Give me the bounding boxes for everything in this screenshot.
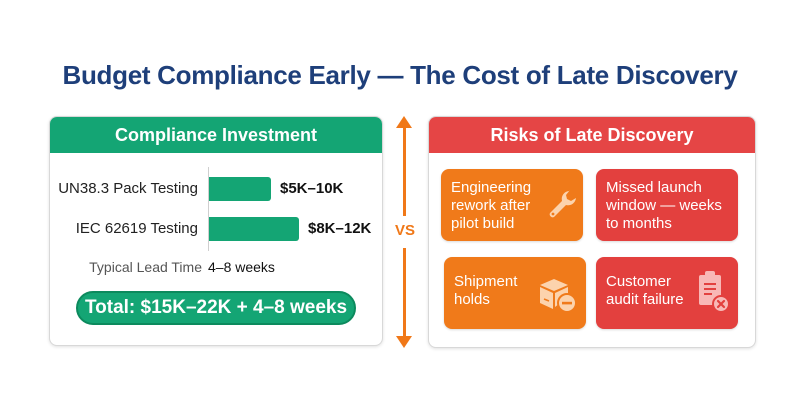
cost-value: $8K–12K: [308, 220, 372, 237]
vs-divider: VS: [392, 116, 416, 348]
risk-card-text: Customer audit failure: [606, 273, 684, 308]
total-badge: Total: $15K–22K + 4–8 weeks: [76, 291, 356, 325]
arrow-down-icon: [396, 336, 412, 348]
risk-card-missed-launch: Missed launch window — weeks to months: [596, 169, 738, 241]
cost-row-un383: UN38.3 Pack Testing $5K–10K: [50, 177, 382, 203]
cost-bar: [209, 217, 299, 241]
risk-card-shipment-holds: Shipment holds: [444, 257, 586, 329]
cost-bar: [209, 177, 271, 201]
cost-value: $5K–10K: [280, 180, 344, 197]
cost-row-iec62619: IEC 62619 Testing $8K–12K: [50, 217, 382, 243]
arrow-up-icon: [396, 116, 412, 128]
risk-card-engineering-rework: Engineering rework after pilot build: [441, 169, 583, 241]
divider-line-bottom: [403, 248, 406, 338]
page-title: Budget Compliance Early — The Cost of La…: [62, 60, 738, 90]
wrench-icon: [549, 190, 576, 218]
risks-header: Risks of Late Discovery: [429, 117, 755, 153]
compliance-investment-panel: Compliance Investment UN38.3 Pack Testin…: [49, 116, 383, 346]
cost-row-label: UN38.3 Pack Testing: [58, 180, 198, 197]
risk-card-text: Shipment holds: [454, 273, 518, 308]
divider-line-top: [403, 126, 406, 216]
cost-row-label: IEC 62619 Testing: [75, 220, 198, 237]
package-minus-icon: [540, 279, 577, 313]
risk-card-text: Missed launch window — weeks to months: [606, 179, 722, 232]
risk-card-customer-audit: Customer audit failure: [596, 257, 738, 329]
clipboard-x-icon: [699, 271, 730, 313]
late-discovery-risks-panel: Risks of Late Discovery Engineering rewo…: [428, 116, 756, 348]
risk-card-text: Engineering rework after pilot build: [451, 179, 532, 232]
lead-time-value: 4–8 weeks: [208, 259, 275, 275]
vs-label: VS: [394, 222, 415, 239]
lead-time-label: Typical Lead Time: [89, 259, 202, 275]
compliance-investment-header: Compliance Investment: [50, 117, 382, 153]
bar-axis: [208, 167, 209, 251]
